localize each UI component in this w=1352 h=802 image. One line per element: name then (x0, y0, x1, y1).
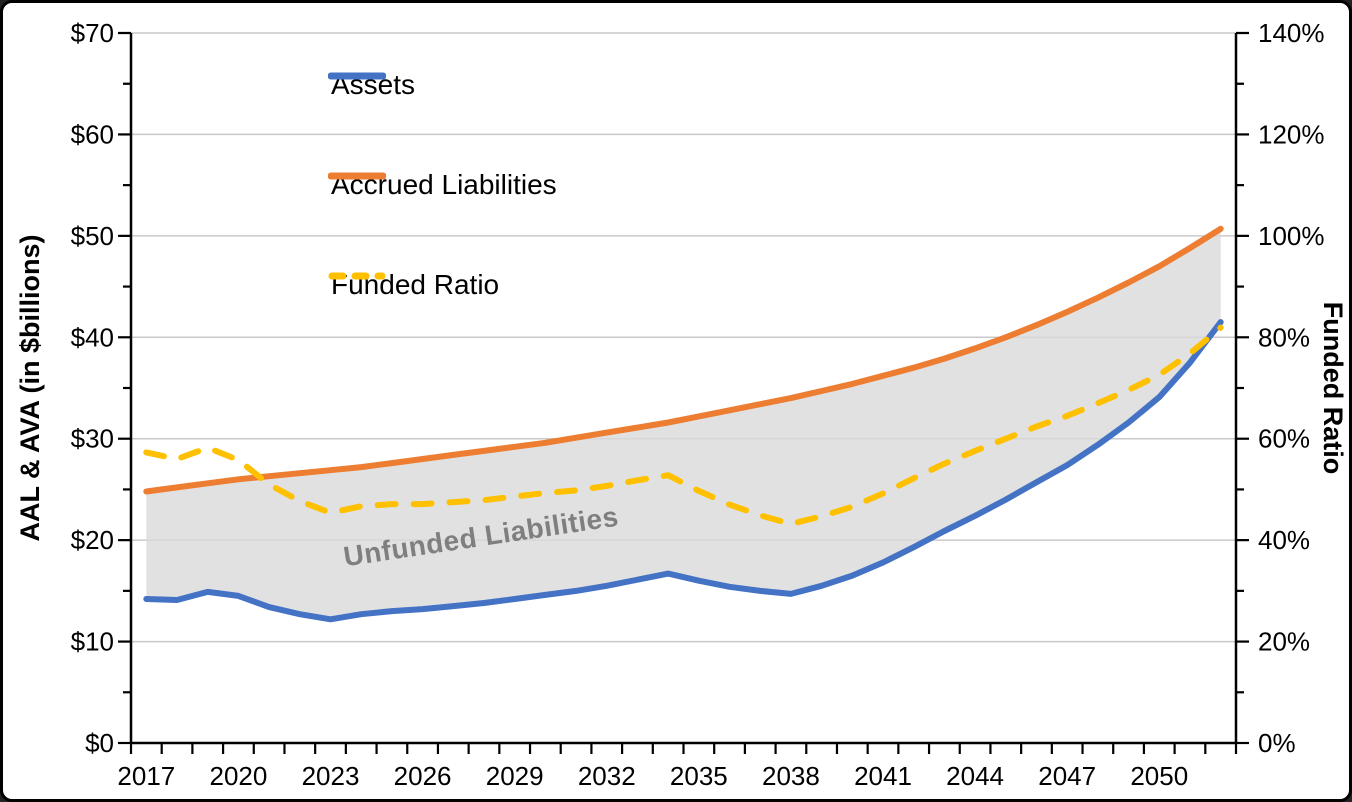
x-axis-tick-label: 2029 (486, 761, 544, 791)
series-group (143, 225, 1224, 623)
left-axis-tick-label: $10 (71, 627, 114, 657)
right-axis-tick-label: 60% (1258, 424, 1310, 454)
left-axis-tick-label: $70 (71, 18, 114, 48)
legend-item-assets: Assets (328, 69, 415, 100)
unfunded-area (146, 228, 1221, 620)
right-axis-tick-label: 0% (1258, 728, 1296, 758)
funded-ratio-line (143, 324, 1224, 527)
right-axis-tick-label: 40% (1258, 525, 1310, 555)
tick-labels-group: $0 $10 $20 $30 $40 $50 $60 $70 0% 20% 40% 60% 80% 100… (71, 18, 1325, 791)
funded-ratio-line-swatch-icon (328, 272, 386, 280)
assets-line-swatch-icon (328, 72, 386, 80)
left-axis-tick-label: $60 (71, 119, 114, 149)
x-axis-tick-label: 2026 (394, 761, 452, 791)
left-axis-tick-label: $0 (85, 728, 114, 758)
right-axis-title: Funded Ratio (1318, 301, 1348, 475)
x-axis-tick-label: 2020 (210, 761, 268, 791)
x-axis-tick-label: 2047 (1038, 761, 1096, 791)
x-axis-tick-label: 2038 (762, 761, 820, 791)
right-axis-tick-label: 20% (1258, 627, 1310, 657)
left-axis-title: AAL & AVA (in $billions) (15, 234, 45, 542)
x-axis-tick-label: 2017 (117, 761, 175, 791)
right-axis-tick-label: 100% (1258, 221, 1325, 251)
liabilities-line-swatch-icon (328, 172, 386, 180)
right-axis-tick-label: 80% (1258, 322, 1310, 352)
liabilities-line (143, 225, 1224, 495)
assets-line (143, 319, 1224, 623)
x-axis-tick-label: 2041 (854, 761, 912, 791)
x-axis-tick-label: 2044 (946, 761, 1004, 791)
left-axis-tick-label: $30 (71, 424, 114, 454)
right-axis-tick-label: 120% (1258, 119, 1325, 149)
x-axis-tick-label: 2032 (578, 761, 636, 791)
x-axis-tick-label: 2035 (670, 761, 728, 791)
left-axis-tick-label: $20 (71, 525, 114, 555)
legend-item-accrued-liabilities: Accrued Liabilities (328, 169, 557, 200)
left-axis-tick-label: $50 (71, 221, 114, 251)
pension-funding-chart: $0 $10 $20 $30 $40 $50 $60 $70 0% 20% 40% 60% 80% 100… (71, 18, 1325, 791)
x-axis-tick-label: 2023 (302, 761, 360, 791)
left-axis-tick-label: $40 (71, 322, 114, 352)
right-axis-tick-label: 140% (1258, 18, 1325, 48)
unfunded-area-group (146, 228, 1221, 620)
x-axis-tick-label: 2050 (1130, 761, 1188, 791)
axes-group (118, 31, 1249, 754)
legend-item-funded-ratio: Funded Ratio (328, 269, 499, 300)
